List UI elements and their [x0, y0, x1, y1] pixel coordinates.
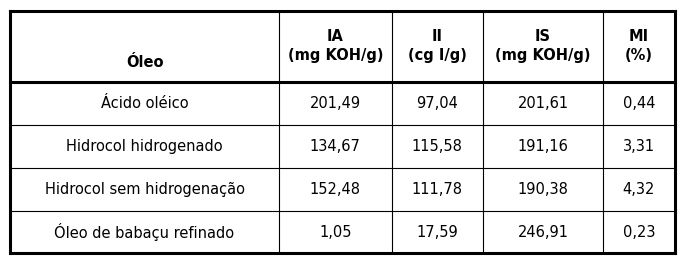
Text: Hidrocol sem hidrogenação: Hidrocol sem hidrogenação — [45, 182, 245, 197]
Text: 134,67: 134,67 — [310, 139, 361, 154]
Text: Ácido oléico: Ácido oléico — [101, 96, 188, 111]
Text: 17,59: 17,59 — [416, 225, 458, 239]
Text: (%): (%) — [625, 48, 653, 63]
Text: 115,58: 115,58 — [412, 139, 463, 154]
Text: 97,04: 97,04 — [416, 96, 458, 111]
Text: 0,23: 0,23 — [623, 225, 655, 239]
Text: (cg I/g): (cg I/g) — [408, 48, 466, 63]
Text: 3,31: 3,31 — [623, 139, 655, 154]
Text: (mg KOH/g): (mg KOH/g) — [495, 48, 590, 63]
Text: II: II — [432, 30, 443, 44]
Text: 201,61: 201,61 — [517, 96, 569, 111]
Text: 190,38: 190,38 — [518, 182, 569, 197]
Text: 201,49: 201,49 — [310, 96, 361, 111]
Text: 191,16: 191,16 — [518, 139, 569, 154]
Text: 0,44: 0,44 — [623, 96, 655, 111]
Text: Óleo de babaçu refinado: Óleo de babaçu refinado — [55, 223, 234, 241]
Text: 1,05: 1,05 — [319, 225, 351, 239]
Text: 246,91: 246,91 — [517, 225, 569, 239]
Text: IA: IA — [327, 30, 344, 44]
Text: 4,32: 4,32 — [623, 182, 655, 197]
Text: 152,48: 152,48 — [310, 182, 361, 197]
Text: (mg KOH/g): (mg KOH/g) — [288, 48, 383, 63]
Text: MI: MI — [629, 30, 649, 44]
Text: Óleo: Óleo — [126, 55, 163, 70]
Text: Hidrocol hidrogenado: Hidrocol hidrogenado — [66, 139, 223, 154]
Text: IS: IS — [535, 30, 551, 44]
Text: 111,78: 111,78 — [412, 182, 463, 197]
